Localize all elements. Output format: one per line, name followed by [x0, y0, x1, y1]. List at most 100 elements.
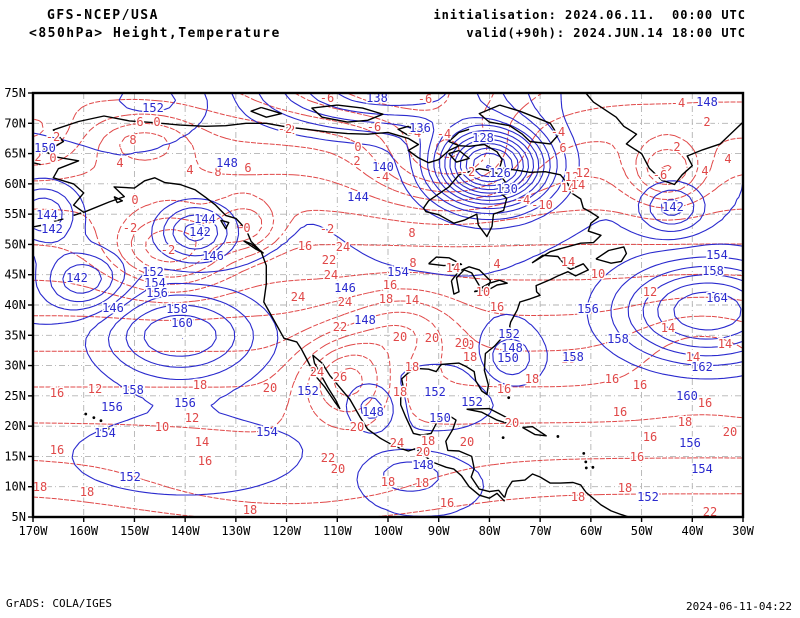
svg-text:162: 162	[691, 360, 713, 374]
temperature-labels: 6 084 4 680-2-2-22 0-20-6 -6-6 -4 -4-202-4 -2-4 1…	[33, 91, 739, 519]
svg-text:16: 16	[633, 378, 647, 392]
lat-tick-label: 45N	[4, 268, 26, 282]
svg-text:158: 158	[562, 350, 584, 364]
svg-text:14: 14	[561, 255, 575, 269]
lon-tick-label: 120W	[272, 524, 302, 538]
lat-tick-label: 30N	[4, 359, 26, 373]
svg-text:148: 148	[696, 95, 718, 109]
svg-text:140: 140	[372, 160, 394, 174]
svg-text:14: 14	[195, 435, 209, 449]
lon-tick-label: 150W	[120, 524, 150, 538]
lon-tick-label: 40W	[681, 524, 703, 538]
svg-text:20: 20	[460, 338, 474, 352]
svg-text:20: 20	[331, 462, 345, 476]
svg-text:158: 158	[702, 264, 724, 278]
grads-credit: GrADS: COLA/IGES	[6, 597, 112, 610]
svg-text:-6: -6	[320, 91, 334, 105]
svg-text:24: 24	[310, 365, 324, 379]
svg-text:-4: -4	[516, 193, 530, 207]
svg-text:12: 12	[576, 166, 590, 180]
svg-text:22: 22	[703, 505, 717, 519]
lon-tick-label: 100W	[374, 524, 404, 538]
svg-text:20: 20	[505, 416, 519, 430]
lat-tick-label: 25N	[4, 389, 26, 403]
lat-tick-label: 10N	[4, 480, 26, 494]
svg-text:26: 26	[333, 370, 347, 384]
svg-text:148: 148	[412, 458, 434, 472]
lat-tick-label: 55N	[4, 207, 26, 221]
svg-text:24: 24	[338, 295, 352, 309]
lat-tick-label: 40N	[4, 298, 26, 312]
svg-text:158: 158	[607, 332, 629, 346]
svg-text:-2: -2	[278, 122, 292, 136]
initialisation-time: initialisation: 2024.06.11. 00:00 UTC	[433, 8, 746, 22]
svg-text:4: 4	[701, 164, 708, 178]
svg-text:22: 22	[333, 320, 347, 334]
svg-text:14: 14	[561, 181, 575, 195]
lat-tick-label: 60N	[4, 177, 26, 191]
svg-text:148: 148	[501, 341, 523, 355]
svg-text:152: 152	[461, 395, 483, 409]
svg-text:154: 154	[706, 248, 728, 262]
svg-text:18: 18	[243, 503, 257, 517]
svg-text:18: 18	[571, 490, 585, 504]
svg-text:14: 14	[405, 293, 419, 307]
svg-text:2: 2	[34, 150, 41, 164]
svg-text:2: 2	[353, 154, 360, 168]
svg-text:-4: -4	[375, 170, 389, 184]
svg-text:18: 18	[421, 434, 435, 448]
svg-text:12: 12	[185, 411, 199, 425]
lon-tick-label: 80W	[479, 524, 501, 538]
svg-text:144: 144	[347, 190, 369, 204]
svg-text:8: 8	[408, 226, 415, 240]
svg-text:18: 18	[463, 350, 477, 364]
lat-tick-label: 20N	[4, 419, 26, 433]
svg-text:16: 16	[50, 443, 64, 457]
svg-text:130: 130	[496, 182, 518, 196]
lon-tick-label: 160W	[69, 524, 99, 538]
svg-text:24: 24	[336, 240, 350, 254]
svg-text:160: 160	[171, 316, 193, 330]
svg-text:16: 16	[497, 382, 511, 396]
lat-tick-label: 15N	[4, 449, 26, 463]
svg-text:156: 156	[679, 436, 701, 450]
lat-tick-label: 5N	[12, 510, 26, 524]
svg-text:156: 156	[101, 400, 123, 414]
svg-text:152: 152	[142, 101, 164, 115]
svg-text:160: 160	[676, 389, 698, 403]
svg-text:144: 144	[36, 208, 58, 222]
valid-time: valid(+90h): 2024.JUN.14 18:00 UTC	[466, 26, 746, 40]
svg-text:128: 128	[472, 131, 494, 145]
svg-text:16: 16	[298, 239, 312, 253]
svg-text:152: 152	[424, 385, 446, 399]
svg-text:-2: -2	[281, 123, 295, 137]
svg-text:152: 152	[297, 384, 319, 398]
svg-text:14: 14	[718, 337, 732, 351]
svg-text:-6: -6	[418, 92, 432, 106]
svg-text:24: 24	[291, 290, 305, 304]
svg-text:4: 4	[724, 152, 731, 166]
svg-text:158: 158	[166, 302, 188, 316]
lat-tick-label: 35N	[4, 328, 26, 342]
svg-text:20: 20	[263, 381, 277, 395]
svg-text:-4: -4	[671, 96, 685, 110]
svg-text:14: 14	[686, 350, 700, 364]
svg-text:20: 20	[350, 420, 364, 434]
svg-text:8: 8	[129, 133, 136, 147]
svg-text:-4: -4	[407, 126, 421, 140]
svg-text:16: 16	[490, 300, 504, 314]
svg-text:10: 10	[591, 267, 605, 281]
svg-text:16: 16	[630, 450, 644, 464]
svg-text:-2: -2	[161, 243, 175, 257]
svg-text:20: 20	[416, 445, 430, 459]
creation-timestamp: 2024-06-11-04:22	[686, 600, 792, 613]
svg-text:-2: -2	[461, 165, 475, 179]
svg-text:20: 20	[425, 331, 439, 345]
svg-text:18: 18	[393, 385, 407, 399]
svg-text:16: 16	[440, 496, 454, 510]
svg-text:14: 14	[661, 321, 675, 335]
svg-text:154: 154	[144, 276, 166, 290]
svg-text:20: 20	[723, 425, 737, 439]
